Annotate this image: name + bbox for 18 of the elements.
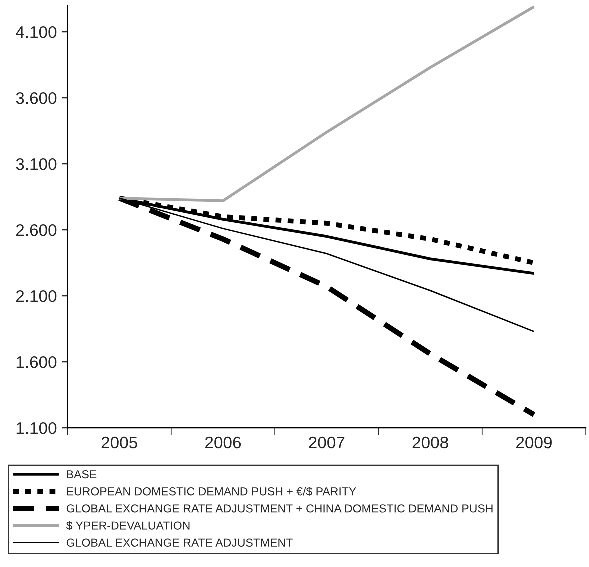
x-tick-label: 2008 (412, 436, 448, 449)
y-tick-label: 3.100 (16, 158, 57, 170)
line-series (118, 6, 536, 202)
legend-label: GLOBAL EXCHANGE RATE ADJUSTMENT (66, 538, 293, 547)
y-tick-label: 2.600 (16, 224, 57, 236)
y-tick-label: 4.100 (16, 26, 57, 38)
y-tick-label: 1.100 (16, 422, 57, 434)
x-tick-label: 2006 (206, 436, 242, 449)
legend-label: EUROPEAN DOMESTIC DEMAND PUSH + €/$ PARITY (67, 487, 356, 496)
y-tick-label: 2.100 (16, 290, 57, 302)
y-tick-label: 3.600 (16, 92, 57, 104)
x-tick-label: 2009 (516, 436, 552, 449)
legend-label: GLOBAL EXCHANGE RATE ADJUSTMENT + CHINA DOMESTIC DEMAND PUSH (66, 504, 493, 513)
y-tick-label: 1.600 (16, 356, 57, 368)
x-tick-label: 2007 (309, 436, 345, 449)
legend-label: BASE (67, 470, 97, 479)
x-tick-label: 2005 (102, 436, 138, 449)
legend-label: $ YPER-DEVALUATION (66, 521, 190, 531)
